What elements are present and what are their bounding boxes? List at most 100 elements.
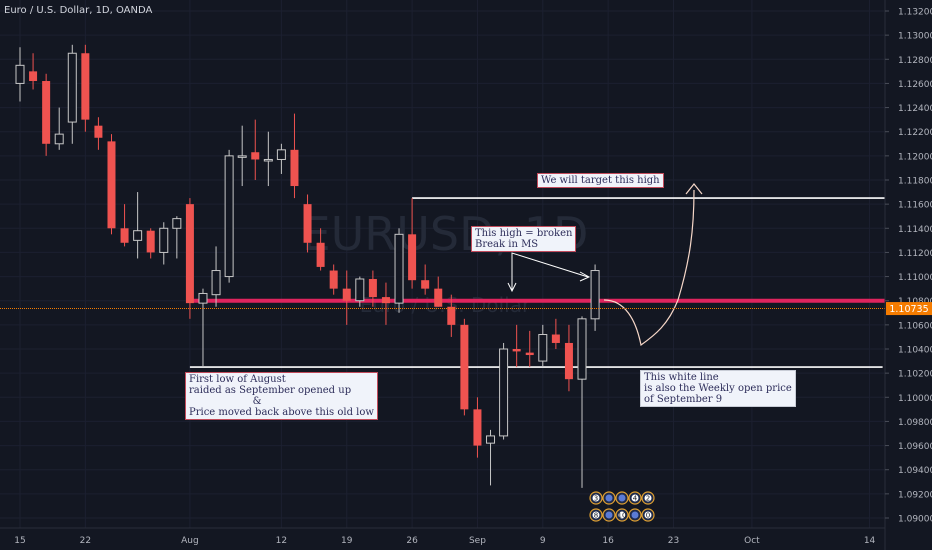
broken-high-arrow[interactable] — [511, 252, 589, 290]
x-tick-label: 16 — [602, 536, 614, 546]
event-marker[interactable]: 10 — [615, 508, 629, 522]
candle-body — [564, 342, 573, 380]
candle — [15, 47, 25, 102]
x-tick-label: 22 — [80, 536, 91, 546]
event-marker[interactable] — [615, 491, 629, 505]
candle — [551, 318, 560, 349]
candle-body — [394, 233, 404, 304]
event-marker[interactable] — [628, 508, 642, 522]
event-markers[interactable]: 3 4 2 8 10 0 — [589, 491, 655, 522]
candle-body — [224, 155, 234, 278]
y-tick-label: 1.10600 — [898, 321, 932, 331]
candle — [42, 73, 51, 156]
svg-text:8: 8 — [594, 512, 598, 520]
candle — [329, 264, 338, 295]
candle — [421, 264, 430, 295]
x-tick-label: 23 — [668, 536, 679, 546]
y-tick-label: 1.11800 — [898, 177, 932, 187]
candle-body — [290, 149, 299, 187]
candle-body — [381, 297, 390, 304]
x-tick-label: Sep — [469, 536, 486, 546]
event-marker[interactable] — [602, 508, 616, 522]
candle — [54, 107, 64, 150]
annotation-first-low[interactable]: First low of August raided as September … — [185, 372, 378, 420]
watermark-subtitle: Euro / U.S. Dollar — [360, 293, 531, 317]
x-tick-label: 9 — [540, 536, 546, 546]
candle — [316, 228, 325, 271]
x-tick-label: 12 — [276, 536, 287, 546]
candle — [263, 131, 273, 187]
candle-body — [29, 71, 38, 82]
candle-body — [486, 435, 496, 444]
price-axis[interactable]: 1.13200 1.13000 1.12800 1.12600 1.12400 1.122… — [884, 0, 932, 550]
candle-body — [276, 149, 286, 160]
svg-text:3: 3 — [594, 495, 598, 503]
horizontal-levels[interactable] — [189, 197, 885, 368]
candle — [237, 125, 247, 187]
current-price-tag: 1.10735 — [886, 302, 932, 316]
y-tick-label: 1.09600 — [898, 442, 932, 452]
x-tick-label: 14 — [864, 536, 876, 546]
candle — [434, 276, 443, 307]
candle-body — [473, 409, 482, 446]
candle — [564, 324, 573, 392]
candle — [577, 316, 587, 488]
y-tick-label: 1.10400 — [898, 346, 932, 356]
event-marker[interactable] — [602, 491, 616, 505]
candle-body — [146, 230, 155, 253]
broken-high-arrow-head-down — [507, 282, 517, 293]
candle-body — [577, 318, 587, 380]
broken-high-arrow-head-right — [579, 271, 591, 282]
candle-body — [211, 270, 221, 296]
candle — [303, 194, 312, 253]
candle-body — [54, 133, 64, 145]
candle — [538, 324, 548, 368]
annotation-broken-high[interactable]: This high = broken Break in MS — [471, 226, 577, 252]
svg-text:10: 10 — [618, 512, 627, 520]
svg-text:2: 2 — [646, 495, 650, 503]
y-tick-label: 1.10200 — [898, 370, 932, 380]
candle — [29, 53, 38, 90]
candle-body — [551, 334, 560, 343]
candle-body — [15, 64, 25, 84]
drawings[interactable] — [507, 183, 703, 347]
x-tick-label: 15 — [14, 536, 25, 546]
y-tick-label: 1.11200 — [898, 249, 932, 259]
candle — [408, 198, 417, 289]
y-tick-label: 1.11000 — [898, 273, 932, 283]
candle — [381, 282, 390, 325]
y-tick-label: 1.12400 — [898, 104, 932, 114]
candle-body — [237, 155, 247, 158]
candle-body — [368, 278, 377, 298]
candle-body — [590, 270, 600, 320]
candle-body — [342, 288, 351, 301]
y-tick-label: 1.11600 — [898, 201, 932, 211]
candle-body — [42, 81, 51, 144]
candle-body — [355, 278, 365, 302]
time-axis[interactable]: 15 22 Aug 12 19 26 Sep 9 16 23 Oct 14 — [0, 527, 885, 546]
event-marker[interactable]: 8 — [589, 508, 603, 522]
candles — [15, 44, 600, 488]
candle — [394, 228, 404, 313]
candle-body — [133, 230, 143, 241]
candle — [590, 264, 600, 331]
candle-body — [251, 152, 260, 160]
y-tick-label: 1.10000 — [898, 394, 932, 404]
candle — [460, 318, 469, 416]
chart-grid — [0, 0, 885, 528]
candle-body — [512, 349, 521, 352]
x-tick-label: 26 — [406, 536, 418, 546]
candle — [525, 330, 534, 368]
event-marker[interactable]: 0 — [641, 508, 655, 522]
candle — [198, 288, 208, 368]
annotation-target-high[interactable]: We will target this high — [537, 173, 664, 188]
event-marker[interactable]: 4 — [628, 491, 642, 505]
candle — [185, 198, 194, 319]
event-marker[interactable]: 3 — [589, 491, 603, 505]
candle — [368, 270, 377, 307]
annotation-white-line[interactable]: This white line is also the Weekly open … — [640, 370, 796, 407]
y-tick-label: 1.12000 — [898, 152, 932, 162]
event-marker[interactable]: 2 — [641, 491, 655, 505]
target-arrow-path[interactable] — [603, 189, 695, 347]
